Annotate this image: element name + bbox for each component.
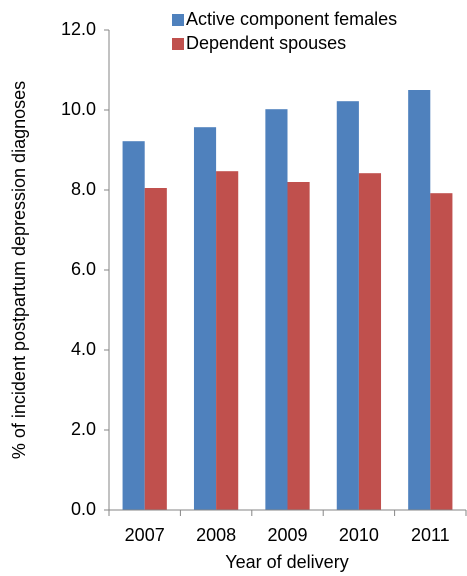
bar: [193, 127, 217, 510]
legend-swatch: [172, 14, 184, 26]
y-tick-label: 2.0: [71, 419, 96, 439]
bar: [287, 182, 310, 510]
y-tick-label: 10.0: [61, 99, 96, 119]
legend-swatch: [172, 38, 184, 50]
y-tick-label: 6.0: [71, 259, 96, 279]
x-tick-label: 2008: [196, 525, 236, 545]
legend-label: Dependent spouses: [186, 33, 346, 53]
bar: [336, 101, 359, 510]
bar: [265, 109, 288, 510]
bar: [430, 193, 453, 510]
legend-label: Active component females: [186, 9, 397, 29]
x-tick-label: 2009: [267, 525, 307, 545]
x-axis-label: Year of delivery: [225, 552, 348, 572]
bar: [408, 90, 431, 510]
x-tick-label: 2011: [411, 525, 450, 545]
y-tick-label: 8.0: [71, 179, 96, 199]
x-tick-label: 2010: [339, 525, 379, 545]
y-tick-label: 4.0: [71, 339, 96, 359]
bar: [358, 173, 382, 510]
x-tick-label: 2007: [125, 525, 165, 545]
y-tick-label: 12.0: [61, 19, 96, 39]
y-tick-label: 0.0: [71, 499, 96, 519]
y-axis-label: % of incident postpartum depression diag…: [9, 81, 29, 459]
bar: [122, 141, 145, 510]
bar: [144, 188, 167, 510]
bar: [216, 171, 239, 510]
